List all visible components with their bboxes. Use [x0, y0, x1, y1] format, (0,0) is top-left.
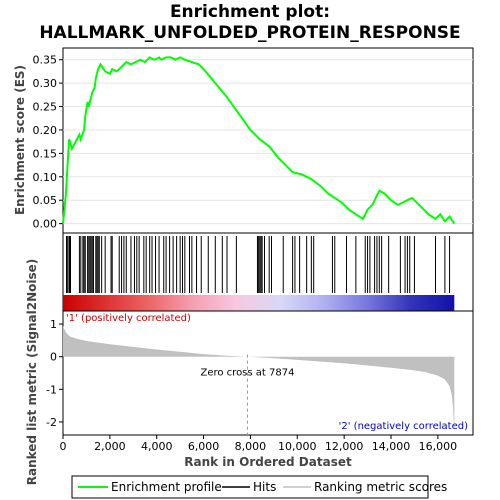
- es-grid: [63, 59, 473, 225]
- enrichment-profile-line: [62, 56, 456, 225]
- es-y-tick-label: 0.25: [33, 101, 58, 114]
- metric-y-ticks: -2 -1 0 1: [46, 318, 63, 429]
- es-y-tick-label: 0.00: [33, 218, 58, 231]
- metric-panel: -2 -1 0 1 '1' (positively correlated) '2' (…: [25, 259, 474, 486]
- x-axis-ticks: 0 2,000 4,000 6,000 8,000 10,000 12,000 14,000 1…: [60, 435, 458, 453]
- legend-enrichment-label: Enrichment profile: [111, 480, 222, 494]
- legend-hits-label: Hits: [253, 480, 276, 494]
- es-y-ticks: 0.00 0.05 0.10 0.15 0.20 0.25 0.30 0.35: [33, 54, 63, 231]
- negative-correlation-label: '2' (negatively correlated): [339, 421, 468, 432]
- metric-y-tick-label: -1: [46, 383, 57, 396]
- es-y-tick-label: 0.10: [33, 171, 58, 184]
- x-tick-label: 12,000: [325, 440, 364, 453]
- es-plot-frame: [62, 47, 474, 234]
- metric-y-tick-label: -2: [46, 416, 57, 429]
- hits-panel: [62, 232, 474, 312]
- chart-subtitle: HALLMARK_UNFOLDED_PROTEIN_RESPONSE: [39, 23, 460, 43]
- es-y-tick-label: 0.30: [33, 77, 58, 90]
- ranking-colorbar: [63, 295, 455, 311]
- hit-lines: [66, 236, 451, 293]
- chart-title: Enrichment plot:: [170, 2, 330, 22]
- es-y-tick-label: 0.05: [33, 194, 58, 207]
- legend: Enrichment profile Hits Ranking metric s…: [71, 475, 447, 499]
- x-tick-label: 2,000: [94, 440, 126, 453]
- x-tick-label: 0: [60, 440, 67, 453]
- es-y-axis-label: Enrichment score (ES): [13, 65, 27, 215]
- x-tick-label: 4,000: [141, 440, 173, 453]
- es-y-tick-label: 0.20: [33, 124, 58, 137]
- zero-cross-label: Zero cross at 7874: [200, 368, 294, 379]
- metric-y-axis-label: Ranked list metric (Signal2Noise): [25, 259, 39, 486]
- positive-correlation-label: '1' (positively correlated): [66, 313, 191, 324]
- x-tick-label: 10,000: [278, 440, 317, 453]
- es-panel: 0.00 0.05 0.10 0.15 0.20 0.25 0.30 0.35 Enrichm…: [13, 47, 474, 234]
- es-y-tick-label: 0.35: [33, 54, 58, 67]
- es-y-tick-label: 0.15: [33, 147, 58, 160]
- metric-y-tick-label: 0: [50, 351, 57, 364]
- metric-y-tick-label: 1: [50, 318, 57, 331]
- x-tick-label: 6,000: [188, 440, 220, 453]
- ranking-metric-area: [63, 325, 455, 432]
- x-tick-label: 14,000: [372, 440, 411, 453]
- x-axis-label: Rank in Ordered Dataset: [184, 455, 352, 469]
- x-tick-label: 16,000: [419, 440, 458, 453]
- legend-metric-label: Ranking metric scores: [314, 480, 447, 494]
- x-tick-label: 8,000: [235, 440, 267, 453]
- metric-frame: [62, 310, 474, 436]
